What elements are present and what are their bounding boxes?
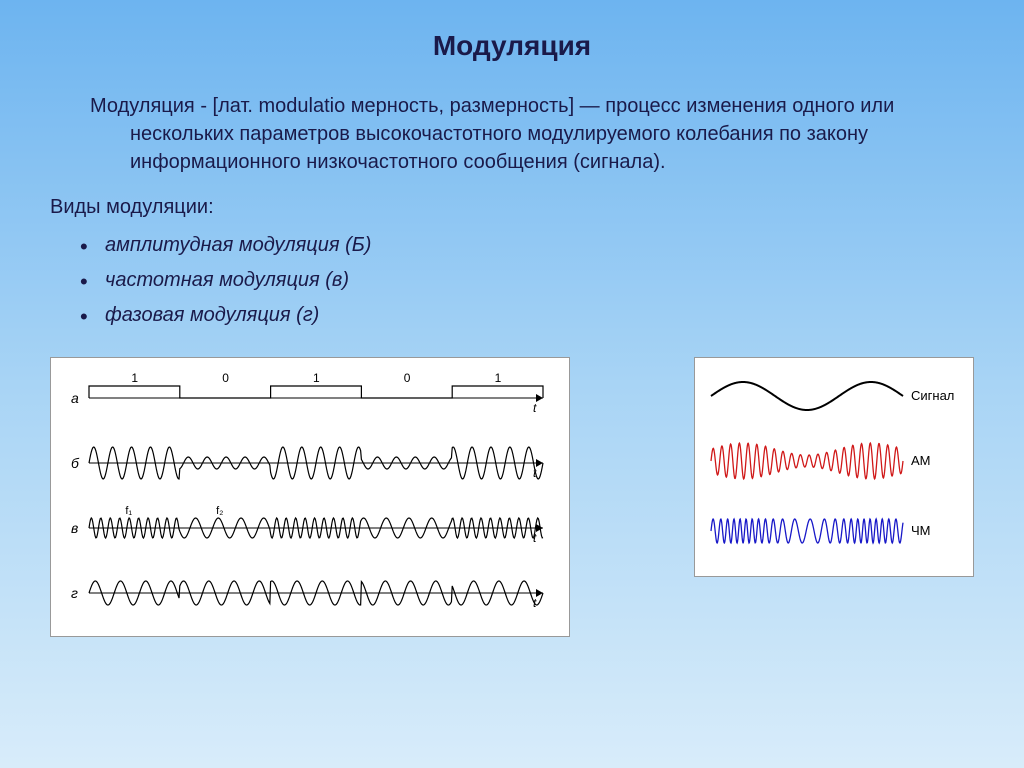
svg-text:г: г: [71, 585, 78, 601]
svg-text:б: б: [71, 455, 80, 471]
page-title: Модуляция: [50, 30, 974, 62]
svg-text:f₁: f₁: [125, 505, 132, 517]
svg-text:t: t: [533, 466, 537, 480]
svg-text:в: в: [71, 520, 78, 536]
svg-text:0: 0: [404, 371, 411, 385]
types-list: амплитудная модуляция (Б) частотная моду…: [80, 234, 974, 327]
definition-text: Модуляция - [лат. modulatio мерность, ра…: [90, 92, 974, 176]
right-diagram-svg: Сигнал АМ ЧМ: [703, 366, 967, 570]
svg-text:1: 1: [313, 371, 320, 385]
type-item-pm: фазовая модуляция (г): [80, 304, 974, 327]
svg-text:Сигнал: Сигнал: [911, 388, 954, 403]
svg-text:а: а: [71, 390, 79, 406]
svg-text:f₂: f₂: [216, 505, 223, 517]
svg-text:t: t: [533, 401, 537, 415]
type-item-am: амплитудная модуляция (Б): [80, 234, 974, 257]
slide: Модуляция Модуляция - [лат. modulatio ме…: [0, 0, 1024, 667]
figures-row: а б в г 1 0 1 0 1 t t f₁ f₂ t t Сигнал АМ ЧМ: [50, 357, 974, 637]
svg-text:1: 1: [495, 371, 502, 385]
left-diagram: а б в г 1 0 1 0 1 t t f₁ f₂ t t: [50, 357, 570, 637]
types-header: Виды модуляции:: [50, 196, 974, 219]
svg-text:t: t: [533, 531, 537, 545]
right-diagram: Сигнал АМ ЧМ: [694, 357, 974, 577]
svg-text:АМ: АМ: [911, 453, 931, 468]
type-item-fm: частотная модуляция (в): [80, 269, 974, 292]
left-diagram-svg: а б в г 1 0 1 0 1 t t f₁ f₂ t t: [61, 368, 561, 628]
svg-text:0: 0: [222, 371, 229, 385]
svg-text:ЧМ: ЧМ: [911, 523, 931, 538]
svg-text:t: t: [533, 596, 537, 610]
svg-text:1: 1: [131, 371, 138, 385]
